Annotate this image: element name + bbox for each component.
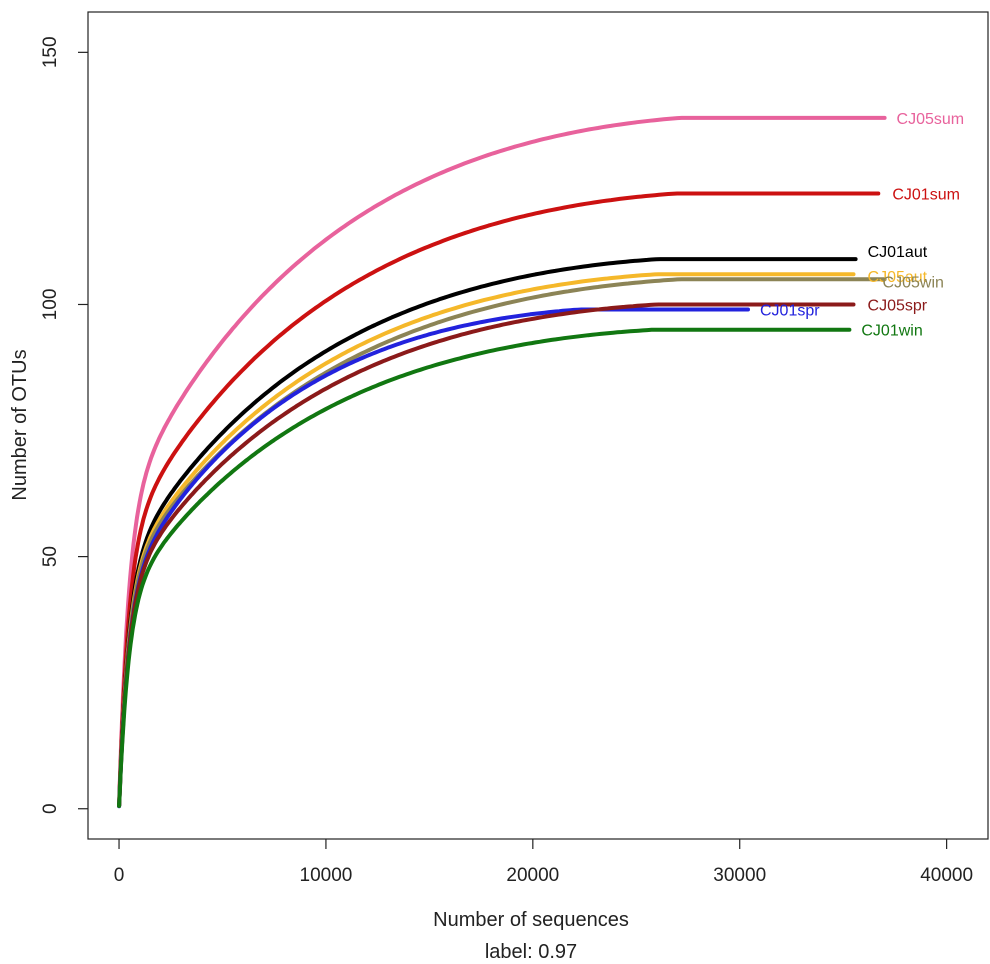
series-label-cj05sum: CJ05sum [897, 111, 965, 128]
series-label-cj05spr: CJ05spr [868, 297, 928, 314]
series-line-cj01win [117, 327, 852, 808]
x-tick-label: 30000 [713, 865, 766, 886]
x-axis-title: Number of sequences [433, 909, 629, 931]
plot-frame [87, 11, 989, 840]
x-tick-label: 40000 [920, 865, 973, 886]
series-label-cj01sum: CJ01sum [892, 187, 960, 204]
y-tick-label: 0 [40, 803, 61, 814]
x-tick-label: 20000 [506, 865, 559, 886]
x-axis: 0 10000 20000 30000 40000 [114, 839, 973, 886]
series-label-cj05aut: CJ05aut [868, 269, 928, 286]
series-line-cj05aut [117, 272, 856, 808]
series-line-cj05sum [117, 115, 887, 807]
chart-caption: label: 0.97 [485, 941, 577, 963]
series-label-cj01win: CJ01win [861, 323, 922, 340]
y-tick-label: 100 [40, 289, 61, 321]
series-label-cj01aut: CJ01aut [868, 244, 928, 261]
series-layer [117, 115, 887, 809]
series-label-cj05win: CJ05win [883, 274, 944, 291]
x-tick-label: 10000 [300, 865, 353, 886]
series-line-cj01sum [117, 191, 881, 808]
series-line-cj01aut [117, 257, 858, 808]
series-label-cj01spr: CJ01spr [760, 303, 820, 320]
series-line-cj05spr [117, 302, 856, 808]
series-line-cj01spr [117, 307, 750, 809]
y-axis-title: Number of OTUs [9, 349, 31, 500]
series-line-cj05win [117, 277, 887, 808]
y-tick-label: 50 [40, 546, 61, 567]
x-tick-label: 0 [114, 865, 125, 886]
y-tick-label: 150 [40, 36, 61, 68]
y-axis: 0 50 100 150 [40, 36, 88, 814]
